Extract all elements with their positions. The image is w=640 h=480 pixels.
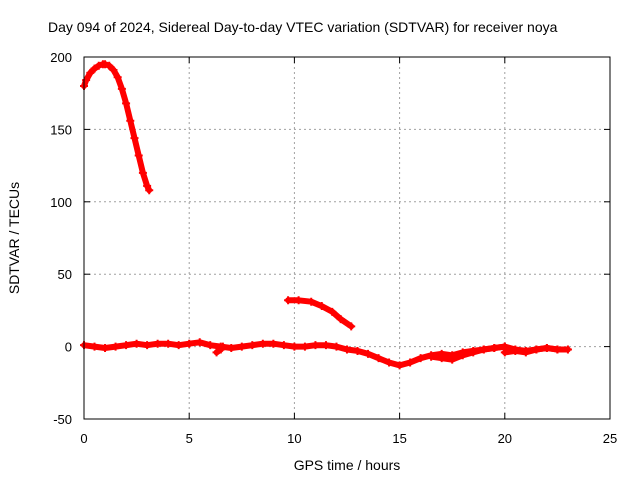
plot-frame [83,56,611,420]
data-point [469,348,478,357]
series-layer [80,60,572,370]
data-point [206,341,215,350]
data-point [300,342,309,351]
data-point [279,341,288,350]
data-point [448,355,457,364]
x-tick-label: 5 [186,431,193,446]
data-point [347,322,356,331]
data-point [532,345,541,354]
data-point [542,344,551,353]
x-tick-label: 25 [603,431,617,446]
data-point [185,339,194,348]
x-axis-label: GPS time / hours [294,457,401,473]
x-tick-label: 0 [80,431,87,446]
data-point [353,346,362,355]
data-point [332,342,341,351]
data-point [511,346,520,355]
data-point [90,64,99,73]
data-point [374,354,383,363]
y-tick-label: 0 [65,340,72,355]
y-axis-label: SDTVAR / TECUs [6,182,22,294]
data-point [164,339,173,348]
data-point [113,73,122,82]
data-point [130,134,139,143]
data-point [218,342,227,351]
data-point [145,186,154,195]
data-point [311,341,320,350]
data-point [269,339,278,348]
y-tick-label: 200 [50,50,72,65]
data-point [500,348,509,357]
data-point [343,345,351,354]
data-point [174,341,183,350]
data-point [94,61,103,70]
data-point [195,338,204,347]
y-tick-label: -50 [53,412,72,427]
y-tick-label: 50 [58,267,72,282]
data-point [117,84,126,93]
data-point [437,354,446,363]
data-point [563,345,572,354]
data-point [290,342,299,351]
data-point [248,341,257,350]
data-point [416,354,425,363]
data-point [153,339,162,348]
data-point [479,345,488,354]
data-point [395,361,404,370]
data-point [101,60,110,69]
data-point [90,342,99,351]
data-point [143,181,152,190]
data-point [406,358,415,367]
data-point [458,351,467,360]
series-line-segment-2 [285,297,355,330]
y-tick-label: 150 [50,122,72,137]
data-point [385,358,394,367]
data-point [101,344,110,353]
data-point [111,342,120,351]
data-point [427,352,436,361]
data-point [321,341,330,350]
data-point [258,339,267,348]
data-point [143,341,152,350]
data-point [126,116,135,125]
data-point [122,99,131,108]
x-tick-label: 15 [392,431,406,446]
data-point [138,168,147,177]
data-point [86,68,95,77]
data-point [134,151,143,160]
data-point [317,302,326,311]
data-point [82,76,91,85]
data-point [307,297,316,306]
y-tick-label: 100 [50,195,72,210]
data-point [284,296,293,305]
data-point [212,348,221,357]
data-point [227,344,236,353]
x-tick-label: 10 [287,431,301,446]
axis-ticks: 0 5 10 15 20 25 -50 0 50 100 150 200 [50,50,617,446]
grid [84,57,610,419]
data-point [328,307,337,316]
data-point [122,341,131,350]
data-point [109,66,118,75]
data-point [553,345,562,354]
data-point [105,61,114,70]
data-point [132,339,141,348]
data-point [364,349,373,358]
x-tick-label: 20 [498,431,512,446]
data-point [294,296,303,305]
data-point [521,348,530,357]
data-point [336,315,345,324]
series-line-segment-1 [81,61,153,194]
data-point [490,344,499,353]
chart-title: Day 094 of 2024, Sidereal Day-to-day VTE… [48,19,558,35]
data-point [237,342,246,351]
